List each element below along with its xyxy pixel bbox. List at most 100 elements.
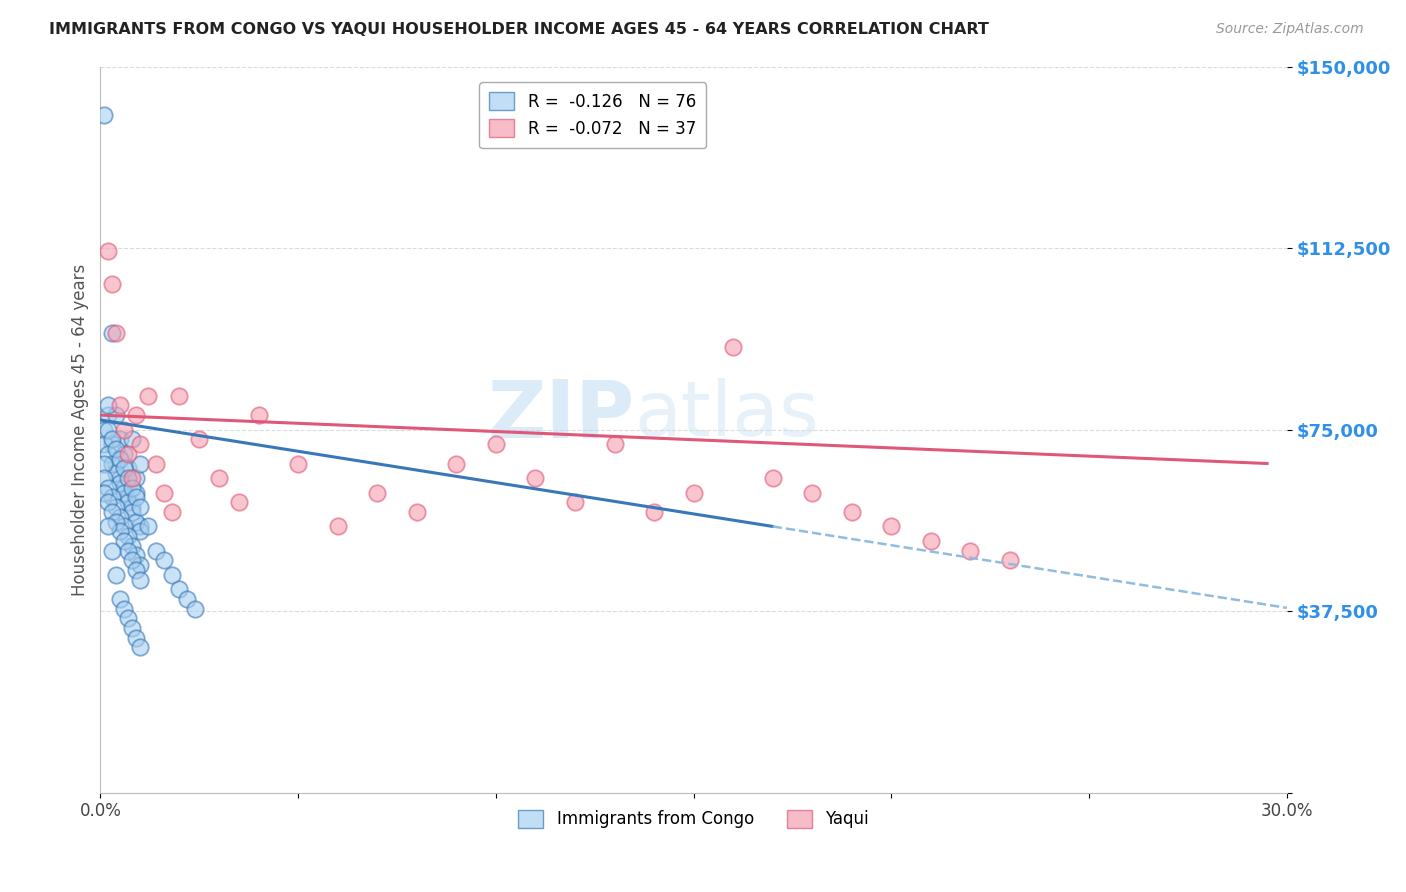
- Point: [101, 277, 124, 292]
- Point: [208, 471, 231, 485]
- Point: [93, 423, 115, 437]
- Point: [93, 471, 115, 485]
- Point: [105, 442, 128, 456]
- Point: [603, 437, 626, 451]
- Point: [136, 519, 159, 533]
- Point: [125, 471, 148, 485]
- Point: [121, 500, 143, 514]
- Point: [105, 408, 128, 422]
- Point: [160, 505, 183, 519]
- Point: [97, 495, 120, 509]
- Point: [117, 491, 139, 505]
- Point: [105, 500, 128, 514]
- Point: [121, 481, 143, 495]
- Point: [129, 524, 152, 539]
- Point: [125, 549, 148, 563]
- Point: [920, 533, 942, 548]
- Point: [721, 340, 744, 354]
- Point: [287, 457, 309, 471]
- Point: [117, 461, 139, 475]
- Point: [101, 437, 124, 451]
- Point: [121, 505, 143, 519]
- Point: [97, 408, 120, 422]
- Point: [108, 509, 131, 524]
- Point: [101, 505, 124, 519]
- Point: [998, 553, 1021, 567]
- Point: [112, 601, 135, 615]
- Point: [117, 543, 139, 558]
- Point: [762, 471, 785, 485]
- Point: [101, 432, 124, 446]
- Point: [93, 108, 115, 122]
- Point: [125, 631, 148, 645]
- Point: [101, 326, 124, 340]
- Point: [121, 471, 143, 485]
- Point: [682, 485, 704, 500]
- Point: [105, 466, 128, 480]
- Point: [125, 491, 148, 505]
- Point: [97, 423, 120, 437]
- Point: [145, 457, 167, 471]
- Point: [841, 505, 863, 519]
- Point: [93, 457, 115, 471]
- Point: [176, 592, 198, 607]
- Point: [108, 471, 131, 485]
- Text: IMMIGRANTS FROM CONGO VS YAQUI HOUSEHOLDER INCOME AGES 45 - 64 YEARS CORRELATION: IMMIGRANTS FROM CONGO VS YAQUI HOUSEHOLD…: [49, 22, 988, 37]
- Point: [125, 408, 148, 422]
- Point: [959, 543, 981, 558]
- Point: [643, 505, 665, 519]
- Point: [129, 500, 152, 514]
- Point: [228, 495, 250, 509]
- Point: [97, 447, 120, 461]
- Point: [112, 481, 135, 495]
- Point: [97, 481, 120, 495]
- Point: [101, 457, 124, 471]
- Point: [152, 485, 174, 500]
- Point: [101, 543, 124, 558]
- Point: [112, 485, 135, 500]
- Point: [108, 524, 131, 539]
- Point: [105, 515, 128, 529]
- Point: [108, 432, 131, 446]
- Point: [117, 471, 139, 485]
- Point: [125, 563, 148, 577]
- Point: [136, 389, 159, 403]
- Point: [125, 515, 148, 529]
- Point: [121, 432, 143, 446]
- Point: [121, 621, 143, 635]
- Point: [326, 519, 349, 533]
- Point: [169, 582, 191, 597]
- Point: [121, 553, 143, 567]
- Point: [129, 558, 152, 573]
- Point: [117, 447, 139, 461]
- Text: ZIP: ZIP: [486, 376, 634, 454]
- Point: [93, 437, 115, 451]
- Point: [129, 519, 152, 533]
- Point: [129, 573, 152, 587]
- Legend: Immigrants from Congo, Yaqui: Immigrants from Congo, Yaqui: [512, 803, 876, 835]
- Y-axis label: Householder Income Ages 45 - 64 years: Householder Income Ages 45 - 64 years: [72, 263, 89, 596]
- Point: [129, 457, 152, 471]
- Point: [105, 457, 128, 471]
- Point: [112, 461, 135, 475]
- Point: [366, 485, 388, 500]
- Point: [485, 437, 508, 451]
- Point: [97, 519, 120, 533]
- Point: [117, 495, 139, 509]
- Point: [93, 485, 115, 500]
- Point: [108, 592, 131, 607]
- Point: [247, 408, 270, 422]
- Text: atlas: atlas: [634, 378, 820, 452]
- Point: [112, 423, 135, 437]
- Point: [145, 543, 167, 558]
- Point: [564, 495, 586, 509]
- Point: [160, 567, 183, 582]
- Point: [446, 457, 468, 471]
- Point: [108, 451, 131, 466]
- Point: [152, 553, 174, 567]
- Point: [97, 244, 120, 258]
- Point: [405, 505, 427, 519]
- Point: [108, 399, 131, 413]
- Point: [117, 529, 139, 543]
- Point: [169, 389, 191, 403]
